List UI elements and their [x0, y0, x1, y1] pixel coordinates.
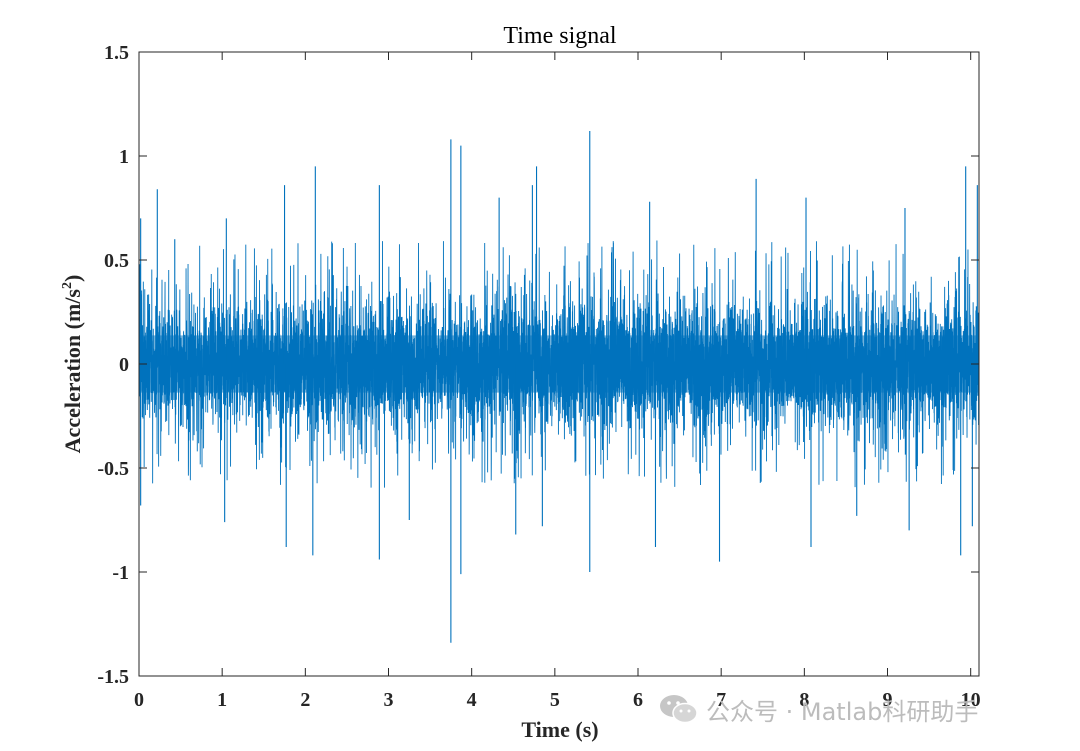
y-tick-label--1.5: -1.5: [97, 666, 129, 688]
plot-area: [139, 131, 979, 643]
y-tick-label--0.5: -0.5: [97, 458, 129, 480]
x-tick-label-2: 2: [300, 689, 310, 711]
x-tick-label-6: 6: [633, 689, 643, 711]
y-tick-label-1.5: 1.5: [104, 42, 129, 64]
x-tick-label-1: 1: [217, 689, 227, 711]
y-axis-title-close: ): [60, 275, 85, 282]
watermark-text: 公众号 · Matlab科研助手: [706, 697, 979, 726]
y-axis-title: Acceleration (m/s2): [60, 275, 85, 454]
x-axis-title: Time (s): [521, 717, 598, 742]
x-tick-label-0: 0: [134, 689, 144, 711]
y-axis-title-text: Acceleration (m/s: [60, 289, 85, 454]
x-tick-label-8: 8: [799, 689, 809, 711]
y-tick-label--1: -1: [112, 562, 129, 584]
y-tick-label-1: 1: [119, 146, 129, 168]
x-tick-label-5: 5: [550, 689, 560, 711]
axes: 0 1 2 3 4 5 6 7 8 9 10 -1.5 -1 -0.5 0 0.5 1 1.5: [97, 42, 980, 711]
x-tick-label-9: 9: [883, 689, 893, 711]
y-tick-label-0.5: 0.5: [104, 250, 129, 272]
signal-core-band: [139, 335, 979, 393]
watermark: 公众号 · Matlab科研助手: [658, 689, 978, 729]
y-axis-title-superscript: 2: [60, 282, 75, 289]
y-tick-label-0: 0: [119, 354, 129, 376]
x-tick-label-10: 10: [961, 689, 981, 711]
x-tick-label-4: 4: [467, 689, 477, 711]
x-tick-label-3: 3: [384, 689, 394, 711]
x-tick-label-7: 7: [716, 689, 726, 711]
wechat-icon: [660, 695, 698, 724]
chart-title: Time signal: [503, 23, 616, 49]
